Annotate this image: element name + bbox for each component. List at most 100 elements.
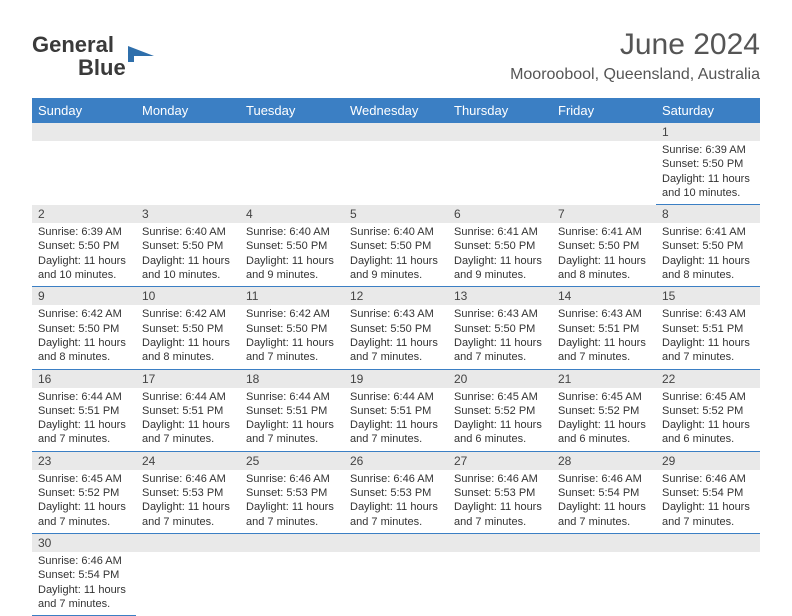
day-info: Sunrise: 6:42 AMSunset: 5:50 PMDaylight:… xyxy=(32,305,136,369)
day-info xyxy=(240,552,344,616)
sunset-text: Sunset: 5:51 PM xyxy=(246,404,338,418)
day-number: 23 xyxy=(32,451,136,470)
daylight-text: Daylight: 11 hours and 9 minutes. xyxy=(246,254,338,283)
day-info: Sunrise: 6:40 AMSunset: 5:50 PMDaylight:… xyxy=(344,223,448,287)
daynum-row: 23242526272829 xyxy=(32,451,760,470)
sunset-text: Sunset: 5:50 PM xyxy=(142,239,234,253)
sunset-text: Sunset: 5:51 PM xyxy=(350,404,442,418)
sunrise-text: Sunrise: 6:43 AM xyxy=(662,307,754,321)
day-info: Sunrise: 6:40 AMSunset: 5:50 PMDaylight:… xyxy=(136,223,240,287)
day-info: Sunrise: 6:44 AMSunset: 5:51 PMDaylight:… xyxy=(240,388,344,452)
sunrise-text: Sunrise: 6:39 AM xyxy=(662,143,754,157)
sunset-text: Sunset: 5:51 PM xyxy=(662,322,754,336)
sunrise-text: Sunrise: 6:45 AM xyxy=(558,390,650,404)
day-info xyxy=(240,141,344,205)
sunset-text: Sunset: 5:50 PM xyxy=(454,322,546,336)
day-header: Monday xyxy=(136,98,240,123)
day-number: 17 xyxy=(136,369,240,388)
sunrise-text: Sunrise: 6:46 AM xyxy=(454,472,546,486)
day-number: 20 xyxy=(448,369,552,388)
day-header: Tuesday xyxy=(240,98,344,123)
day-number: 18 xyxy=(240,369,344,388)
day-info: Sunrise: 6:46 AMSunset: 5:53 PMDaylight:… xyxy=(240,470,344,534)
info-row: Sunrise: 6:44 AMSunset: 5:51 PMDaylight:… xyxy=(32,388,760,452)
day-info: Sunrise: 6:46 AMSunset: 5:54 PMDaylight:… xyxy=(552,470,656,534)
day-info xyxy=(656,552,760,616)
sunrise-text: Sunrise: 6:45 AM xyxy=(454,390,546,404)
day-number: 7 xyxy=(552,205,656,224)
day-number: 16 xyxy=(32,369,136,388)
day-number: 22 xyxy=(656,369,760,388)
logo-text-general: General xyxy=(32,32,114,57)
day-header: Thursday xyxy=(448,98,552,123)
day-info: Sunrise: 6:45 AMSunset: 5:52 PMDaylight:… xyxy=(448,388,552,452)
logo-text-blue: Blue xyxy=(78,55,126,80)
daynum-row: 1 xyxy=(32,123,760,141)
daylight-text: Daylight: 11 hours and 7 minutes. xyxy=(558,500,650,529)
daylight-text: Daylight: 11 hours and 10 minutes. xyxy=(38,254,130,283)
day-info: Sunrise: 6:44 AMSunset: 5:51 PMDaylight:… xyxy=(344,388,448,452)
sunrise-text: Sunrise: 6:46 AM xyxy=(38,554,130,568)
sunset-text: Sunset: 5:51 PM xyxy=(38,404,130,418)
sunset-text: Sunset: 5:50 PM xyxy=(142,322,234,336)
sunset-text: Sunset: 5:53 PM xyxy=(454,486,546,500)
day-info: Sunrise: 6:44 AMSunset: 5:51 PMDaylight:… xyxy=(32,388,136,452)
day-info xyxy=(448,141,552,205)
daylight-text: Daylight: 11 hours and 7 minutes. xyxy=(558,336,650,365)
day-number: 25 xyxy=(240,451,344,470)
daylight-text: Daylight: 11 hours and 9 minutes. xyxy=(454,254,546,283)
day-number: 12 xyxy=(344,287,448,306)
day-number: 9 xyxy=(32,287,136,306)
day-info: Sunrise: 6:40 AMSunset: 5:50 PMDaylight:… xyxy=(240,223,344,287)
day-number: 10 xyxy=(136,287,240,306)
day-number: 2 xyxy=(32,205,136,224)
header: General Blue June 2024 Mooroobool, Queen… xyxy=(32,28,760,84)
daylight-text: Daylight: 11 hours and 8 minutes. xyxy=(38,336,130,365)
daylight-text: Daylight: 11 hours and 7 minutes. xyxy=(662,500,754,529)
page-title: June 2024 xyxy=(510,28,760,62)
day-number: 11 xyxy=(240,287,344,306)
day-number: 8 xyxy=(656,205,760,224)
sunset-text: Sunset: 5:50 PM xyxy=(558,239,650,253)
sunset-text: Sunset: 5:50 PM xyxy=(662,157,754,171)
day-info: Sunrise: 6:46 AMSunset: 5:53 PMDaylight:… xyxy=(344,470,448,534)
sunset-text: Sunset: 5:53 PM xyxy=(350,486,442,500)
daylight-text: Daylight: 11 hours and 7 minutes. xyxy=(246,500,338,529)
sunrise-text: Sunrise: 6:42 AM xyxy=(142,307,234,321)
sunrise-text: Sunrise: 6:46 AM xyxy=(350,472,442,486)
day-number xyxy=(552,533,656,552)
day-info: Sunrise: 6:46 AMSunset: 5:54 PMDaylight:… xyxy=(32,552,136,616)
sunrise-text: Sunrise: 6:46 AM xyxy=(142,472,234,486)
day-header: Saturday xyxy=(656,98,760,123)
day-number xyxy=(240,533,344,552)
daylight-text: Daylight: 11 hours and 7 minutes. xyxy=(38,500,130,529)
sunset-text: Sunset: 5:54 PM xyxy=(662,486,754,500)
day-number: 5 xyxy=(344,205,448,224)
day-info xyxy=(344,552,448,616)
day-info: Sunrise: 6:42 AMSunset: 5:50 PMDaylight:… xyxy=(136,305,240,369)
sunrise-text: Sunrise: 6:39 AM xyxy=(38,225,130,239)
day-header: Friday xyxy=(552,98,656,123)
daylight-text: Daylight: 11 hours and 6 minutes. xyxy=(662,418,754,447)
daylight-text: Daylight: 11 hours and 7 minutes. xyxy=(246,336,338,365)
sunset-text: Sunset: 5:50 PM xyxy=(350,239,442,253)
day-number xyxy=(344,533,448,552)
day-header: Sunday xyxy=(32,98,136,123)
sunrise-text: Sunrise: 6:45 AM xyxy=(38,472,130,486)
sunrise-text: Sunrise: 6:44 AM xyxy=(350,390,442,404)
daynum-row: 2345678 xyxy=(32,205,760,224)
info-row: Sunrise: 6:45 AMSunset: 5:52 PMDaylight:… xyxy=(32,470,760,534)
day-info: Sunrise: 6:41 AMSunset: 5:50 PMDaylight:… xyxy=(552,223,656,287)
sunrise-text: Sunrise: 6:42 AM xyxy=(38,307,130,321)
daylight-text: Daylight: 11 hours and 7 minutes. xyxy=(454,500,546,529)
daylight-text: Daylight: 11 hours and 7 minutes. xyxy=(142,500,234,529)
day-number xyxy=(448,123,552,141)
daylight-text: Daylight: 11 hours and 8 minutes. xyxy=(142,336,234,365)
daylight-text: Daylight: 11 hours and 7 minutes. xyxy=(38,583,130,612)
daylight-text: Daylight: 11 hours and 7 minutes. xyxy=(662,336,754,365)
day-number xyxy=(136,123,240,141)
day-number xyxy=(448,533,552,552)
day-number: 21 xyxy=(552,369,656,388)
day-number xyxy=(656,533,760,552)
sunrise-text: Sunrise: 6:44 AM xyxy=(246,390,338,404)
